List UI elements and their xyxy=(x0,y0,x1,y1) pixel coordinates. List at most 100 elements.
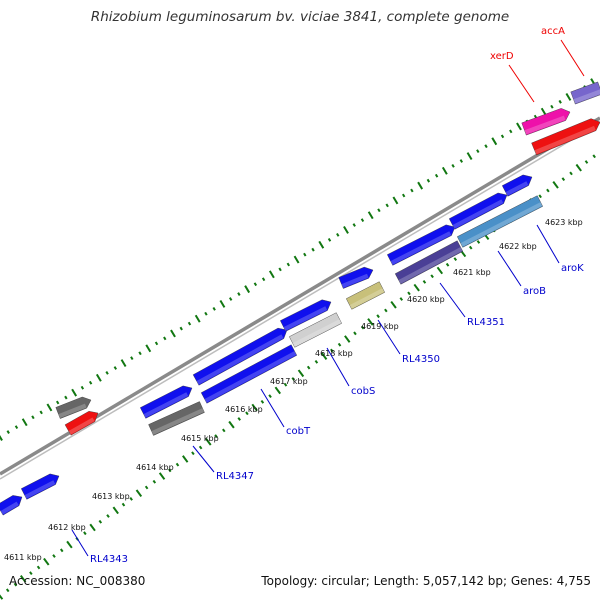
tick-mark xyxy=(170,329,176,338)
tick-mark xyxy=(237,292,241,296)
gene-label: RL4351 xyxy=(467,317,505,328)
tick-mark xyxy=(21,418,28,427)
tick-mark xyxy=(466,152,473,160)
tick-mark xyxy=(106,514,110,518)
tick-mark xyxy=(516,122,522,131)
tick-mark xyxy=(138,351,142,356)
tick-mark xyxy=(430,274,434,279)
gene-inner-blue-9 xyxy=(448,192,508,230)
tick-mark xyxy=(14,425,19,430)
tick-mark xyxy=(158,472,166,480)
tick-mark xyxy=(314,359,319,364)
gene-inner-blue-2 xyxy=(20,473,60,500)
tick-mark xyxy=(274,386,281,395)
tick-mark xyxy=(360,218,365,223)
tick-mark xyxy=(152,479,157,484)
tick-mark xyxy=(80,385,85,390)
tick-mark xyxy=(191,451,195,456)
tick-mark xyxy=(251,403,258,412)
tick-mark xyxy=(561,177,566,182)
gene-features xyxy=(0,81,600,516)
tick-mark xyxy=(344,335,351,343)
tick-mark xyxy=(336,233,340,237)
tick-mark xyxy=(253,282,258,287)
tick-mark xyxy=(360,325,365,330)
tick-mark xyxy=(212,306,216,311)
gene-label: RL4347 xyxy=(216,471,254,482)
tick-mark xyxy=(66,540,73,549)
tick-mark xyxy=(64,395,68,400)
gene-label: aroK xyxy=(561,263,584,274)
gene-inner-blue-6 xyxy=(280,299,332,332)
tick-mark xyxy=(204,311,208,316)
tick-mark xyxy=(538,194,542,199)
gene-inner-blue-7 xyxy=(338,266,374,289)
tick-mark xyxy=(59,548,64,553)
tick-mark xyxy=(376,314,380,319)
kbp-label: 4613 kbp xyxy=(92,492,130,501)
tick-mark xyxy=(384,308,388,313)
tick-mark xyxy=(179,326,183,331)
gene-inner-lightgray-1 xyxy=(289,312,342,348)
gene-leader-line xyxy=(439,282,466,318)
tick-mark xyxy=(244,285,251,294)
gene-outer-red-1 xyxy=(531,118,600,156)
kbp-label: 4614 kbp xyxy=(136,463,174,472)
tick-mark xyxy=(89,523,96,532)
gene-inner-gray-1 xyxy=(148,401,205,436)
gene-accA xyxy=(570,81,600,105)
gene-inner-blue-10 xyxy=(501,174,533,197)
tick-mark xyxy=(46,403,53,412)
tick-mark xyxy=(31,415,35,420)
tick-mark xyxy=(441,166,448,175)
kbp-label: 4619 kbp xyxy=(361,322,399,331)
tick-mark xyxy=(260,399,265,404)
tick-mark xyxy=(135,489,143,498)
gene-leader-line xyxy=(508,64,535,103)
tick-mark xyxy=(303,252,307,257)
tick-mark xyxy=(222,428,226,433)
tick-mark xyxy=(453,257,458,261)
genome-backbone xyxy=(0,116,600,480)
kbp-label: 4622 kbp xyxy=(499,242,537,251)
tick-mark xyxy=(168,468,172,473)
tick-mark xyxy=(401,193,406,198)
kbp-label: 4618 kbp xyxy=(315,349,353,358)
tick-mark xyxy=(293,255,300,264)
tick-mark xyxy=(546,188,550,193)
kbp-label: 4611 kbp xyxy=(4,553,42,562)
kbp-label: 4623 kbp xyxy=(545,218,583,227)
tick-mark xyxy=(399,297,404,301)
tick-mark xyxy=(194,314,201,323)
tick-mark xyxy=(330,348,334,353)
tick-mark xyxy=(318,240,325,249)
tick-mark xyxy=(95,373,102,382)
tick-mark xyxy=(565,92,572,101)
gene-inner-blue-8 xyxy=(387,224,456,266)
tick-mark xyxy=(113,366,118,370)
gene-leader-line xyxy=(192,445,215,473)
gene-label: RL4350 xyxy=(402,354,440,365)
tick-mark xyxy=(278,267,282,272)
gene-inner-blue-3 xyxy=(140,385,193,419)
tick-mark xyxy=(283,382,288,387)
gene-label: RL4343 xyxy=(90,554,128,565)
gene-xerD xyxy=(521,108,571,136)
tick-mark xyxy=(377,208,381,213)
tick-mark xyxy=(198,445,203,450)
tick-mark xyxy=(509,129,513,134)
gene-leader-line xyxy=(536,224,560,264)
tick-mark xyxy=(451,164,455,168)
tick-mark xyxy=(286,262,291,267)
backbone-line-inner xyxy=(0,122,600,480)
tick-mark xyxy=(385,203,389,208)
tick-mark xyxy=(337,342,342,347)
tick-mark xyxy=(268,270,275,279)
tick-mark xyxy=(245,411,249,416)
kbp-label: 4617 kbp xyxy=(270,377,308,386)
tick-mark xyxy=(392,196,399,205)
tick-mark xyxy=(39,410,43,415)
gene-inner-blue-4 xyxy=(192,327,288,386)
tick-mark xyxy=(484,144,488,149)
tick-mark xyxy=(219,299,226,308)
